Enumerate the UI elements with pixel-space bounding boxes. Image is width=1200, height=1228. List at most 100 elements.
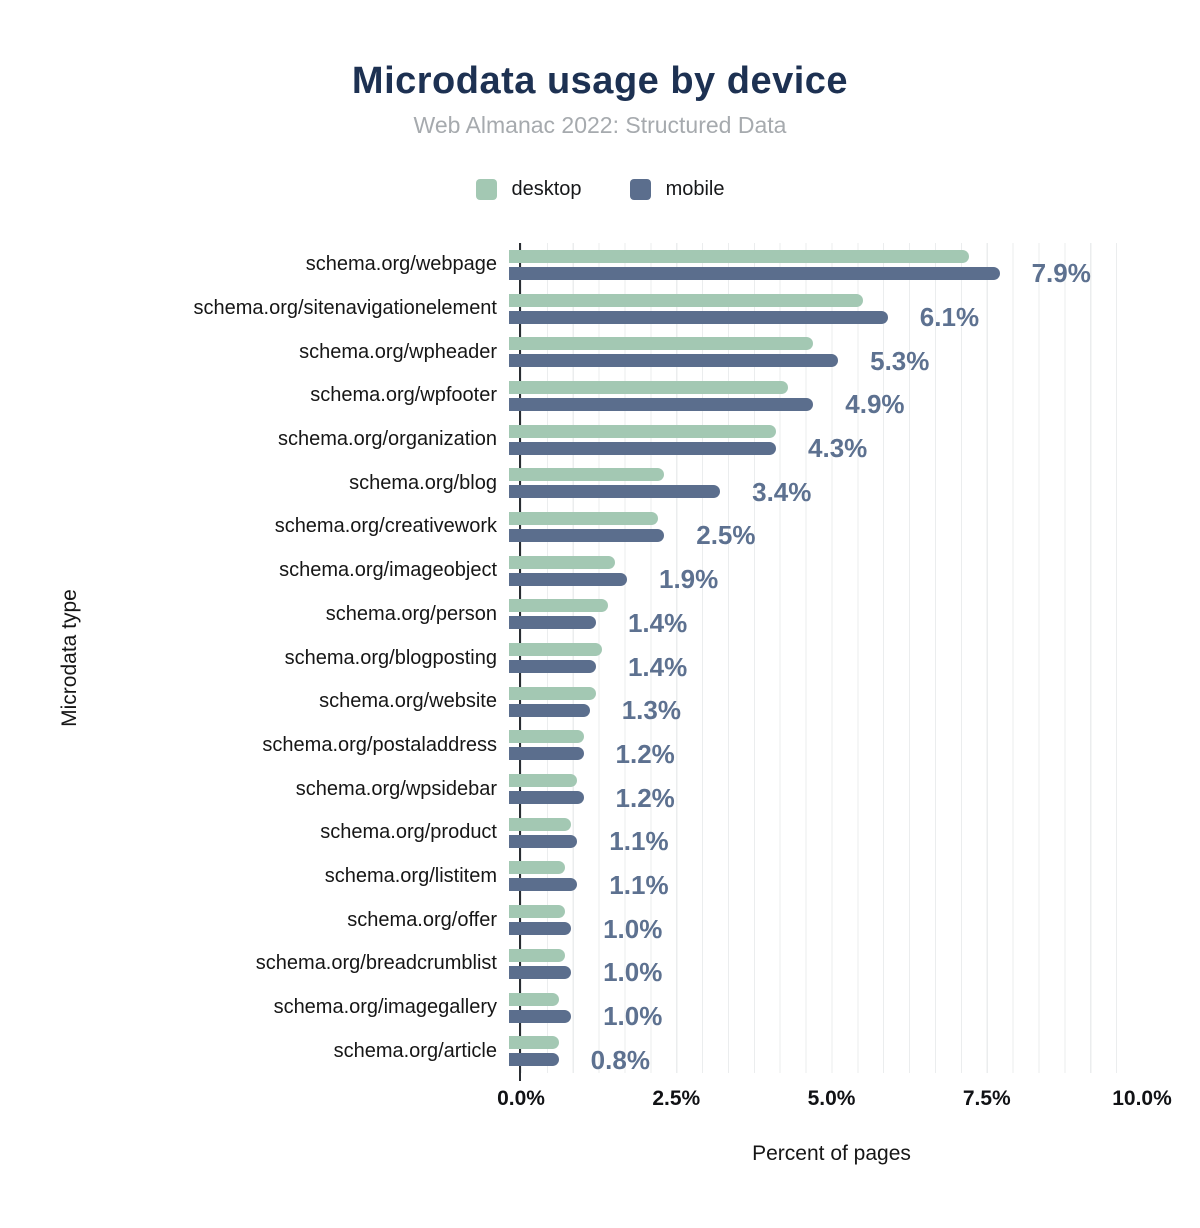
mobile-bar[interactable] bbox=[509, 485, 721, 499]
desktop-bar[interactable] bbox=[509, 686, 596, 700]
chart-row: schema.org/blogposting 1.4% bbox=[0, 636, 1200, 680]
desktop-bar[interactable] bbox=[509, 861, 565, 875]
bar-line-mobile: 1.1% bbox=[509, 828, 1130, 854]
desktop-bar[interactable] bbox=[509, 380, 789, 394]
bar-line-mobile: 6.1% bbox=[509, 304, 1130, 330]
desktop-bar[interactable] bbox=[509, 337, 814, 351]
legend-swatch-desktop bbox=[475, 179, 497, 200]
bar-line-mobile: 1.0% bbox=[509, 959, 1130, 985]
mobile-bar[interactable] bbox=[509, 747, 584, 761]
bar-line-mobile: 5.3% bbox=[509, 348, 1130, 374]
mobile-bar[interactable] bbox=[509, 528, 665, 542]
mobile-bar[interactable] bbox=[509, 703, 590, 717]
category-label: schema.org/postaladdress bbox=[262, 733, 497, 756]
mobile-bar[interactable] bbox=[509, 354, 839, 368]
bar-line-mobile: 3.4% bbox=[509, 479, 1130, 505]
mobile-bar[interactable] bbox=[509, 310, 888, 324]
desktop-bar[interactable] bbox=[509, 948, 565, 962]
chart-title: Microdata usage by device bbox=[351, 60, 849, 102]
value-label: 1.2% bbox=[615, 738, 675, 769]
bar-line-desktop bbox=[509, 599, 1130, 613]
bar-line-desktop bbox=[509, 817, 1130, 831]
mobile-bar[interactable] bbox=[509, 922, 572, 936]
bar-line-desktop bbox=[509, 992, 1130, 1006]
value-label: 6.1% bbox=[919, 302, 980, 333]
bar-line-mobile: 1.2% bbox=[509, 741, 1130, 767]
chart-row: schema.org/sitenavigationelement 6.1% bbox=[0, 287, 1200, 331]
bar-line-desktop bbox=[509, 774, 1130, 788]
category-label: schema.org/imagegallery bbox=[273, 996, 497, 1019]
bar-line-mobile: 4.3% bbox=[509, 435, 1130, 461]
desktop-bar[interactable] bbox=[509, 599, 609, 613]
mobile-bar[interactable] bbox=[509, 572, 627, 586]
bar-line-desktop bbox=[509, 643, 1130, 657]
bar-group: 5.3% bbox=[509, 330, 1130, 374]
value-label: 2.5% bbox=[696, 520, 756, 551]
mobile-bar[interactable] bbox=[509, 660, 596, 674]
bar-group: 1.2% bbox=[509, 767, 1130, 811]
chart-row: schema.org/postaladdress 1.2% bbox=[0, 724, 1200, 768]
value-label: 1.4% bbox=[627, 607, 688, 638]
bar-line-mobile: 1.4% bbox=[509, 610, 1130, 636]
bar-line-desktop bbox=[509, 948, 1130, 962]
value-label: 5.3% bbox=[870, 345, 930, 376]
bar-group: 1.1% bbox=[509, 811, 1130, 855]
desktop-bar[interactable] bbox=[509, 905, 565, 919]
legend: desktop mobile bbox=[0, 178, 1200, 201]
bar-group: 4.3% bbox=[509, 418, 1130, 462]
bar-line-desktop bbox=[509, 905, 1130, 919]
mobile-bar[interactable] bbox=[509, 441, 777, 455]
desktop-bar[interactable] bbox=[509, 1036, 559, 1050]
bar-line-mobile: 2.5% bbox=[509, 522, 1130, 548]
chart-row: schema.org/article 0.8% bbox=[0, 1029, 1200, 1073]
bar-line-desktop bbox=[509, 249, 1130, 263]
desktop-bar[interactable] bbox=[509, 992, 559, 1006]
bar-group: 6.1% bbox=[509, 287, 1130, 331]
bar-rows: schema.org/webpage 7.9% schema.org/sitenav… bbox=[0, 243, 1200, 1073]
chart-row: schema.org/organization 4.3% bbox=[0, 418, 1200, 462]
mobile-bar[interactable] bbox=[509, 266, 1000, 280]
category-label: schema.org/blogposting bbox=[284, 646, 497, 669]
mobile-bar[interactable] bbox=[509, 1009, 572, 1023]
chart-row: schema.org/offer 1.0% bbox=[0, 898, 1200, 942]
mobile-bar[interactable] bbox=[509, 834, 578, 848]
desktop-bar[interactable] bbox=[509, 817, 572, 831]
chart-row: schema.org/product 1.1% bbox=[0, 811, 1200, 855]
category-label: schema.org/imageobject bbox=[279, 559, 497, 582]
desktop-bar[interactable] bbox=[509, 249, 969, 263]
desktop-bar[interactable] bbox=[509, 730, 584, 744]
legend-item-desktop[interactable]: desktop bbox=[475, 178, 582, 201]
mobile-bar[interactable] bbox=[509, 965, 572, 979]
bar-line-desktop bbox=[509, 730, 1130, 744]
x-axis-title: Percent of pages bbox=[752, 1142, 911, 1165]
mobile-bar[interactable] bbox=[509, 397, 814, 411]
desktop-bar[interactable] bbox=[509, 774, 578, 788]
value-label: 4.3% bbox=[808, 433, 868, 464]
desktop-bar[interactable] bbox=[509, 555, 615, 569]
bar-group: 3.4% bbox=[509, 461, 1130, 505]
mobile-bar[interactable] bbox=[509, 791, 584, 805]
bar-line-desktop bbox=[509, 686, 1130, 700]
chart-row: schema.org/listitem 1.1% bbox=[0, 855, 1200, 899]
desktop-bar[interactable] bbox=[509, 424, 777, 438]
mobile-bar[interactable] bbox=[509, 878, 578, 892]
mobile-bar[interactable] bbox=[509, 1053, 559, 1067]
bar-line-mobile: 1.2% bbox=[509, 785, 1130, 811]
desktop-bar[interactable] bbox=[509, 643, 603, 657]
bar-group: 7.9% bbox=[509, 243, 1130, 287]
legend-label: desktop bbox=[511, 178, 582, 200]
desktop-bar[interactable] bbox=[509, 468, 665, 482]
category-label: schema.org/article bbox=[333, 1039, 497, 1062]
chart-row: schema.org/imageobject 1.9% bbox=[0, 549, 1200, 593]
legend-item-mobile[interactable]: mobile bbox=[629, 178, 724, 201]
value-label: 1.3% bbox=[621, 695, 681, 726]
x-tick-label: 2.5% bbox=[652, 1087, 701, 1110]
category-label: schema.org/wpsidebar bbox=[295, 777, 497, 800]
value-label: 1.4% bbox=[627, 651, 688, 682]
mobile-bar[interactable] bbox=[509, 616, 596, 630]
desktop-bar[interactable] bbox=[509, 511, 659, 525]
bar-group: 1.9% bbox=[509, 549, 1130, 593]
category-label: schema.org/product bbox=[320, 821, 497, 844]
x-tick-label: 0.0% bbox=[497, 1087, 545, 1110]
desktop-bar[interactable] bbox=[509, 293, 863, 307]
